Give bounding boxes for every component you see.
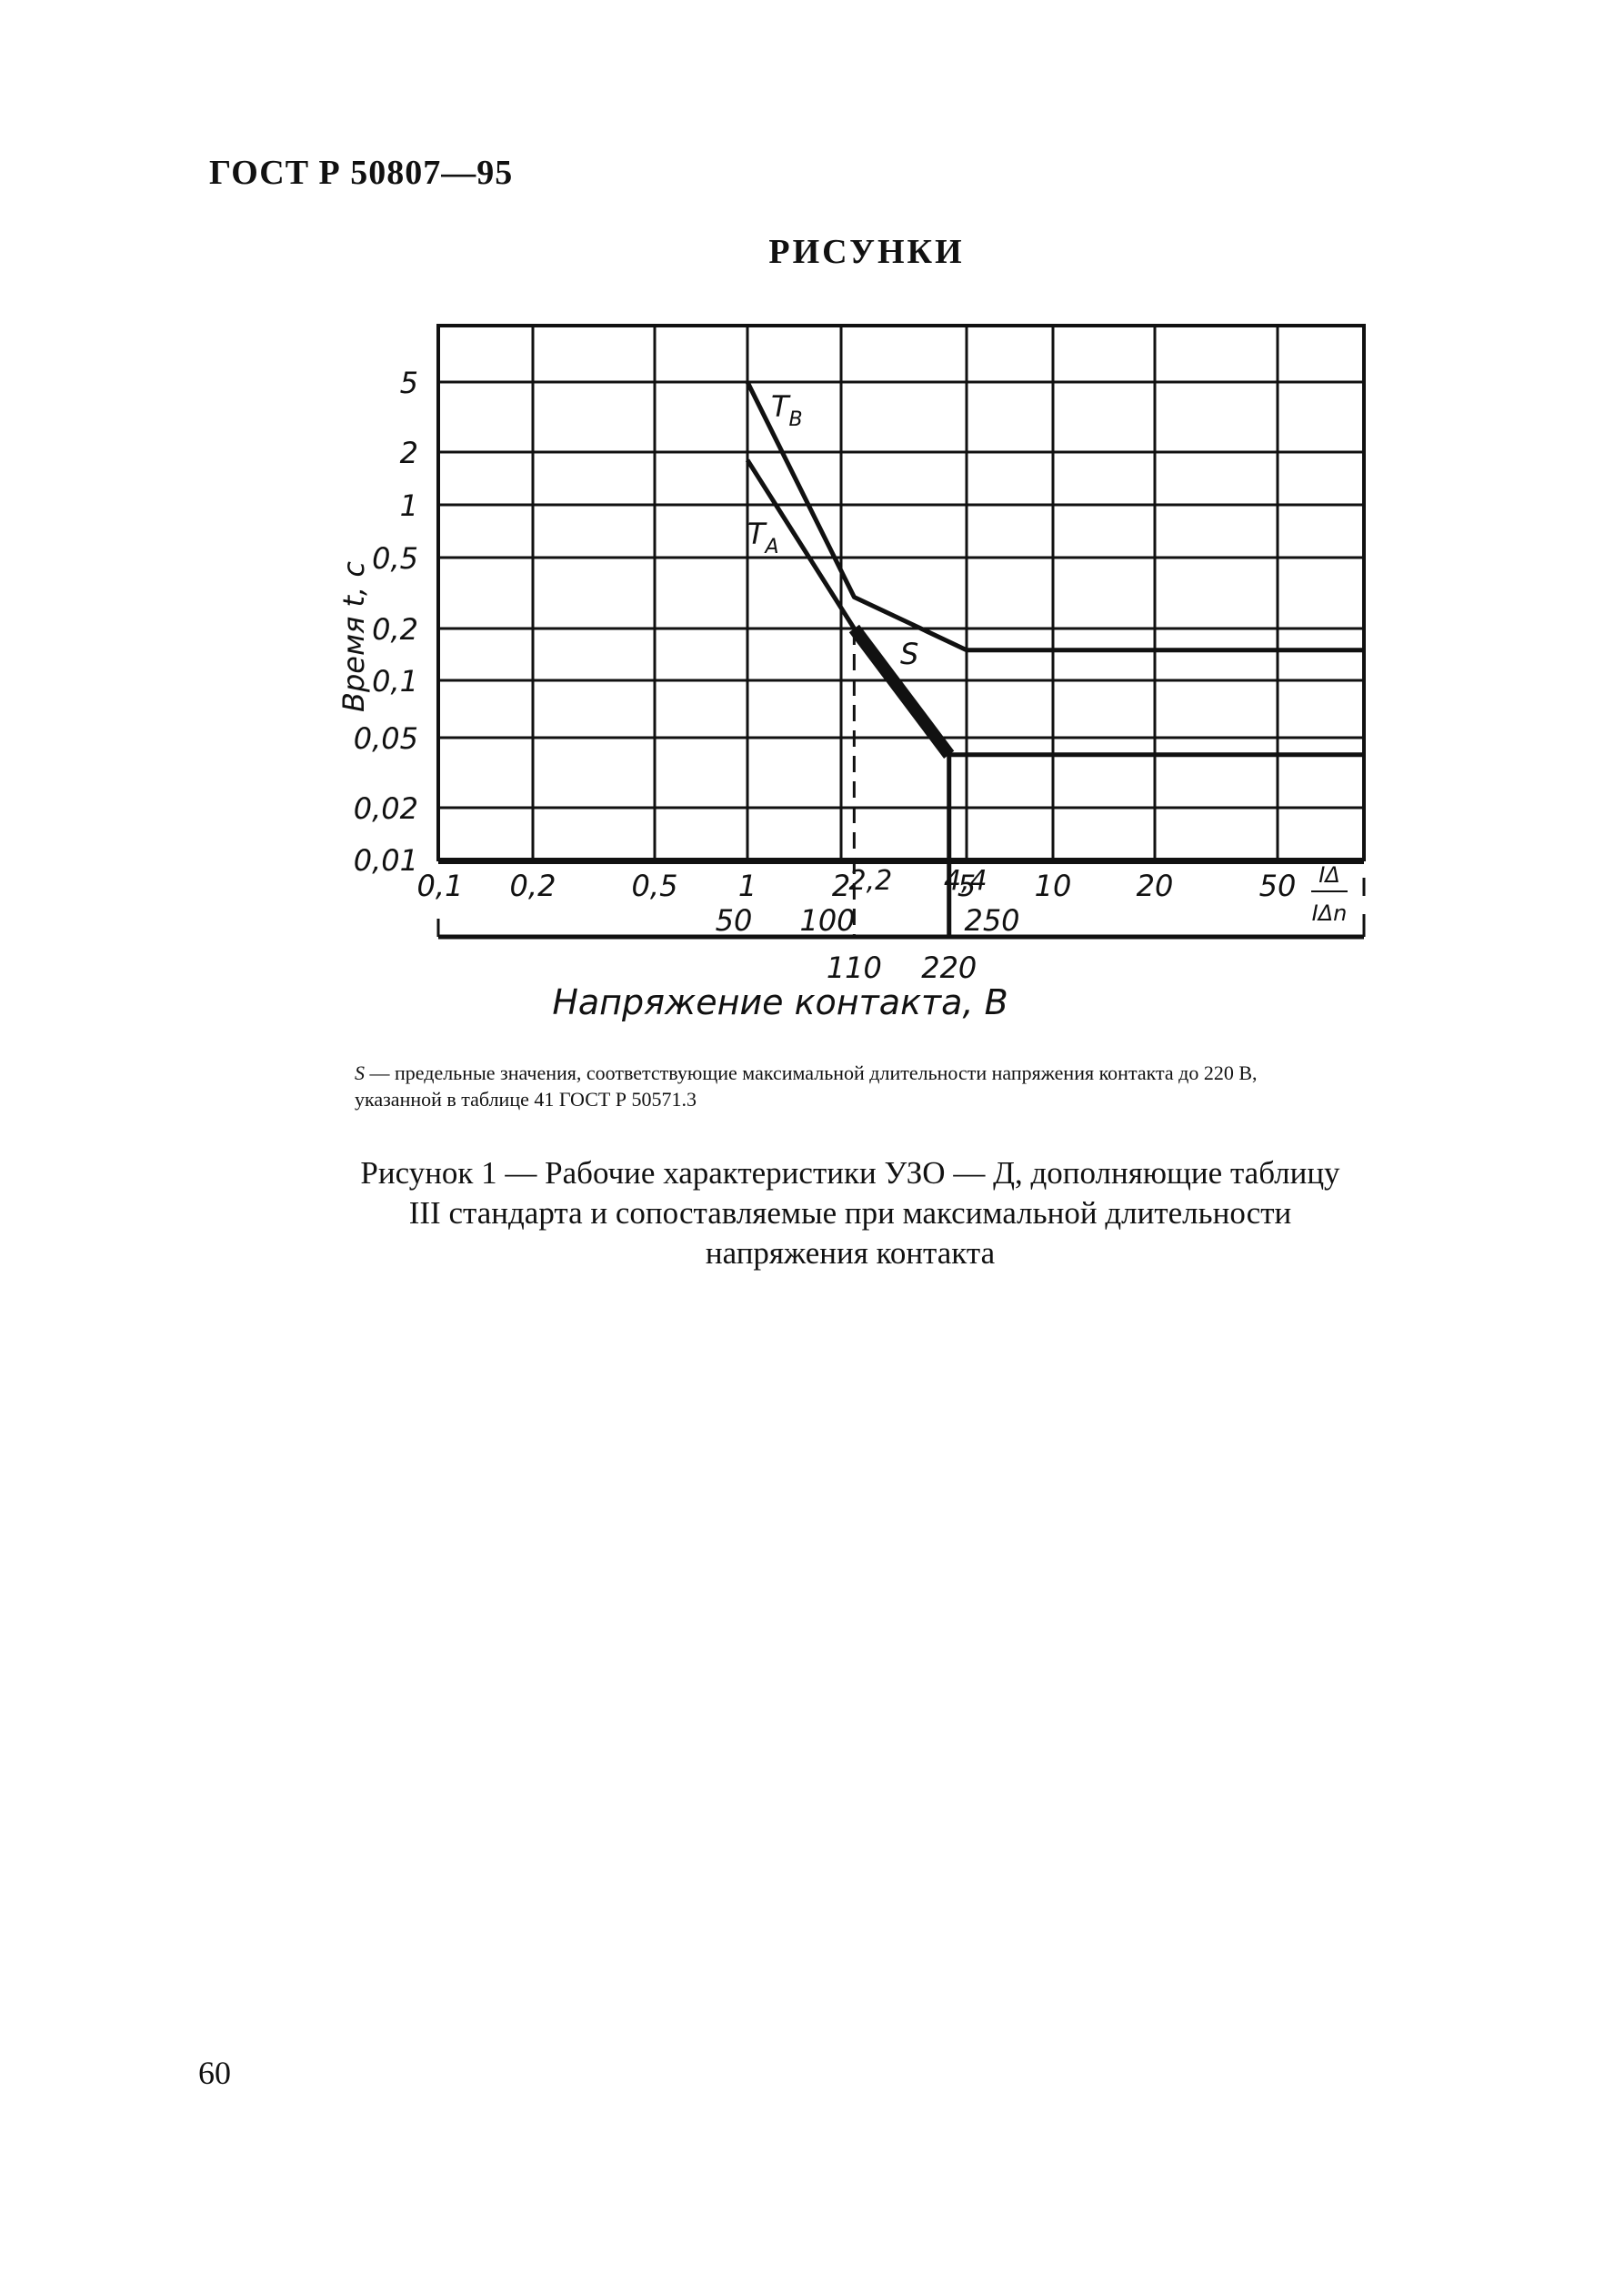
x-tick-label: 1 [738,869,757,903]
x-tick-label: 0,2 [510,869,556,903]
x-tick-label: 0,5 [632,869,678,903]
series-label-ta: TA [747,517,779,558]
y-tick-label: 0,5 [372,541,418,576]
x-axis-label: Напряжение контакта, В [552,982,1007,1022]
x-ratio-denominator: IΔn [1312,900,1348,926]
series-line-s [848,624,955,759]
x-extra-label: 4,4 [944,865,987,897]
series-label-tb: TB [771,389,803,431]
series-line-tb [745,380,1364,653]
chart-series [745,380,1364,937]
y-tick-label: 0,05 [354,721,418,756]
series-label-s: S [900,637,918,671]
y-tick-label: 0,02 [354,791,418,826]
figure-note: S — предельные значения, соответствующие… [355,1060,1346,1112]
y-tick-label: 2 [400,436,418,470]
y-axis-label: Время t, с [336,561,371,712]
page-number: 60 [198,2055,231,2091]
x-ratio-numerator: IΔ [1318,862,1340,888]
y-tick-label: 1 [400,488,418,523]
y-tick-label: 0,01 [354,843,418,878]
x-tick-label: 50 [1259,869,1297,903]
voltage-tick-label-row2: 110 [827,950,882,985]
x-tick-label: 2 [832,869,850,903]
voltage-tick-label: 100 [799,903,855,938]
voltage-tick-label: 50 [716,903,753,938]
x-extra-label: 2,2 [848,865,892,897]
chart-grid [436,324,1366,861]
voltage-tick-label-row2: 220 [921,950,977,985]
x-tick-label: 0,1 [417,869,464,903]
note-text: — предельные значения, соответствующие м… [355,1061,1258,1111]
note-symbol: S [355,1061,365,1084]
chart-axes [436,859,1366,940]
figure-caption: Рисунок 1 — Рабочие характеристики УЗО —… [360,1155,1340,1271]
x-tick-label: 10 [1035,869,1072,903]
y-tick-label: 0,2 [372,612,418,647]
document-header: ГОСТ Р 50807—95 [209,154,514,192]
y-tick-label: 0,1 [372,664,418,699]
plot-frame [436,324,1366,861]
section-title: РИСУНКИ [768,233,965,271]
voltage-tick-label: 250 [964,903,1019,938]
y-tick-label: 5 [400,366,418,400]
x-tick-label: 5 [957,869,976,903]
x-tick-label: 20 [1137,869,1174,903]
